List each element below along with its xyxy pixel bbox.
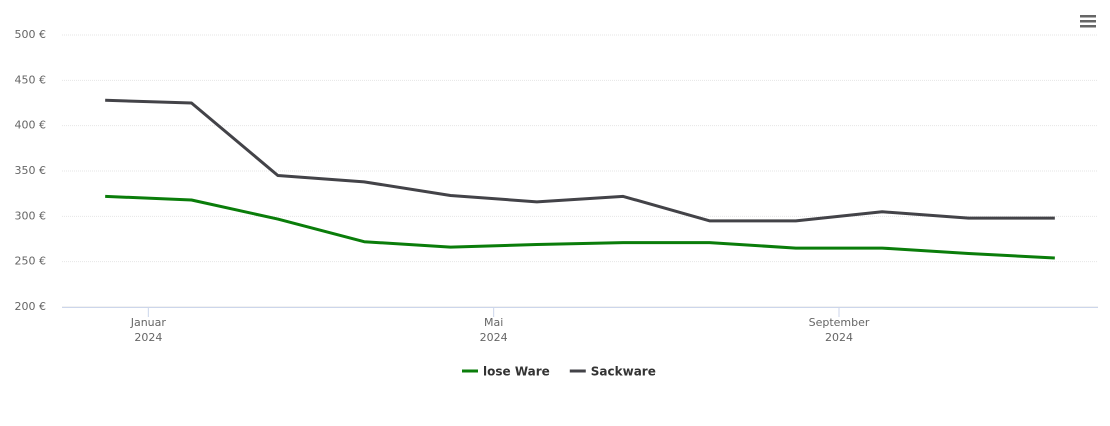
x-tick-label: Mai xyxy=(484,316,503,329)
y-tick-label: 350 € xyxy=(15,164,47,177)
legend-label: Sackware xyxy=(591,365,656,379)
y-tick-label: 300 € xyxy=(15,209,47,222)
x-tick-label: 2024 xyxy=(825,331,853,344)
line xyxy=(105,98,1055,223)
menu-icon[interactable] xyxy=(1080,15,1096,28)
menu-bar xyxy=(1080,15,1096,18)
y-tick-label: 450 € xyxy=(15,73,47,86)
legend: lose Ware Sackware xyxy=(462,365,656,379)
line xyxy=(105,194,1055,260)
y-tick-label: 500 € xyxy=(15,28,47,41)
x-tick-label: Januar xyxy=(130,316,167,329)
x-tick-label: 2024 xyxy=(134,331,162,344)
x-tick-label: September xyxy=(809,316,870,329)
menu-bar xyxy=(1080,20,1096,23)
x-tick-label: 2024 xyxy=(480,331,508,344)
y-tick-label: 250 € xyxy=(15,255,47,268)
y-tick-label: 400 € xyxy=(15,119,47,132)
y-tick-label: 200 € xyxy=(15,300,47,313)
legend-label: lose Ware xyxy=(483,365,550,379)
menu-bar xyxy=(1080,25,1096,28)
